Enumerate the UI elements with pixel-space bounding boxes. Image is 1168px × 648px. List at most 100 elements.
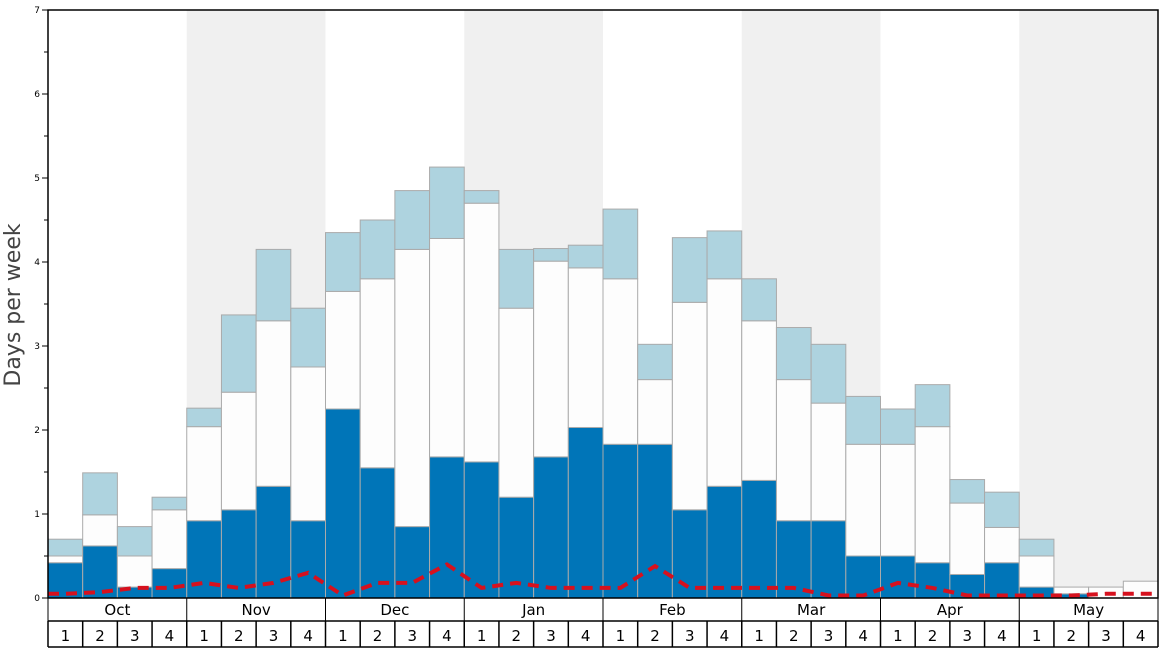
bar-light-blue-16 xyxy=(602,208,639,280)
week-label-nov-3: 3 xyxy=(269,627,279,645)
x-axis-layer: Oct 1 2 3 4 Nov 1 2 3 4 Dec 1 2 3 4 Jan 1 2 3 4 Feb 1 2 3 4 Mar 1 2… xyxy=(47,598,1159,648)
bar-white-27 xyxy=(984,526,1020,564)
week-label-jan-4: 4 xyxy=(581,627,591,645)
y-tick-label-2: 2 xyxy=(34,426,40,436)
week-label-oct-3: 3 xyxy=(130,627,140,645)
week-label-dec-4: 4 xyxy=(442,627,452,645)
week-label-apr-1: 1 xyxy=(893,627,903,645)
y-tick-label-3: 3 xyxy=(34,342,40,352)
bar-dark-blue-25 xyxy=(914,562,951,599)
bar-white-16 xyxy=(602,278,639,445)
bar-dark-blue-12 xyxy=(463,461,500,599)
bar-dark-blue-7 xyxy=(290,520,326,599)
bar-white-3 xyxy=(151,509,188,570)
bar-dark-blue-22 xyxy=(810,520,847,599)
week-label-may-4: 4 xyxy=(1136,627,1146,645)
bar-dark-blue-20 xyxy=(741,479,777,599)
bar-light-blue-13 xyxy=(498,248,535,309)
week-label-dec-2: 2 xyxy=(373,627,383,645)
bar-white-25 xyxy=(914,426,951,564)
week-label-feb-4: 4 xyxy=(720,627,730,645)
bar-white-28 xyxy=(1018,555,1055,588)
bar-light-blue-12 xyxy=(463,190,500,204)
month-label-may: May xyxy=(1073,601,1104,619)
bar-light-blue-7 xyxy=(290,307,326,368)
bar-white-17 xyxy=(637,379,673,445)
week-label-dec-1: 1 xyxy=(338,627,348,645)
week-label-nov-1: 1 xyxy=(199,627,209,645)
average-dashed-line xyxy=(48,562,1158,598)
bars-layer xyxy=(47,166,1159,599)
bar-white-1 xyxy=(82,514,118,547)
week-label-jan-2: 2 xyxy=(512,627,522,645)
bar-dark-blue-19 xyxy=(706,485,743,599)
week-label-nov-4: 4 xyxy=(303,627,313,645)
average-line-layer xyxy=(48,562,1158,598)
week-label-may-3: 3 xyxy=(1101,627,1111,645)
y-tick-label-6: 6 xyxy=(34,90,40,100)
bar-white-5 xyxy=(220,391,257,511)
bar-dark-blue-5 xyxy=(220,509,257,599)
y-tick-label-1: 1 xyxy=(34,510,40,520)
bar-white-21 xyxy=(775,379,812,522)
bar-light-blue-21 xyxy=(775,327,812,381)
bar-white-0 xyxy=(47,555,84,564)
month-label-apr: Apr xyxy=(937,601,964,619)
bar-dark-blue-14 xyxy=(533,456,569,599)
y-axis-label: Days per week xyxy=(1,223,26,386)
bar-white-12 xyxy=(463,202,500,463)
bar-white-9 xyxy=(359,278,396,469)
week-label-jan-3: 3 xyxy=(546,627,556,645)
week-label-dec-3: 3 xyxy=(407,627,417,645)
bar-dark-blue-18 xyxy=(671,509,708,599)
week-label-nov-2: 2 xyxy=(234,627,244,645)
week-label-feb-1: 1 xyxy=(616,627,626,645)
bar-dark-blue-27 xyxy=(984,562,1020,599)
bar-white-15 xyxy=(567,267,604,428)
week-label-apr-2: 2 xyxy=(928,627,938,645)
week-label-oct-2: 2 xyxy=(95,627,105,645)
bar-white-14 xyxy=(533,260,569,458)
bar-light-blue-5 xyxy=(220,314,257,393)
bar-light-blue-0 xyxy=(47,538,84,557)
bar-light-blue-17 xyxy=(637,343,673,381)
bar-white-29 xyxy=(1053,586,1090,595)
week-label-mar-1: 1 xyxy=(754,627,764,645)
bar-light-blue-6 xyxy=(255,248,292,322)
bar-dark-blue-21 xyxy=(775,520,812,599)
bar-light-blue-2 xyxy=(116,526,153,557)
bar-light-blue-25 xyxy=(914,384,951,428)
week-label-apr-4: 4 xyxy=(997,627,1007,645)
bar-white-20 xyxy=(741,320,777,481)
month-label-jan: Jan xyxy=(521,601,545,619)
bar-white-11 xyxy=(429,237,465,458)
month-label-feb: Feb xyxy=(659,601,686,619)
y-tick-label-4: 4 xyxy=(34,258,40,268)
bar-white-7 xyxy=(290,366,326,522)
week-label-oct-1: 1 xyxy=(61,627,71,645)
bar-light-blue-22 xyxy=(810,343,847,404)
week-label-mar-2: 2 xyxy=(789,627,799,645)
bar-light-blue-9 xyxy=(359,219,396,280)
bar-light-blue-27 xyxy=(984,491,1020,528)
bar-light-blue-18 xyxy=(671,237,708,303)
bar-light-blue-11 xyxy=(429,166,465,239)
bar-light-blue-28 xyxy=(1018,538,1055,557)
week-label-mar-4: 4 xyxy=(858,627,868,645)
bar-light-blue-15 xyxy=(567,244,604,269)
y-tick-label-7: 7 xyxy=(34,6,40,16)
week-label-apr-3: 3 xyxy=(962,627,972,645)
bar-dark-blue-3 xyxy=(151,568,188,599)
bar-white-19 xyxy=(706,278,743,487)
bar-white-23 xyxy=(845,443,881,557)
bar-dark-blue-15 xyxy=(567,426,604,599)
bar-white-6 xyxy=(255,320,292,487)
bar-dark-blue-16 xyxy=(602,443,639,599)
bar-light-blue-24 xyxy=(880,408,916,445)
bar-white-8 xyxy=(325,290,361,410)
bar-dark-blue-11 xyxy=(429,456,465,599)
bar-light-blue-3 xyxy=(151,496,188,511)
bar-light-blue-4 xyxy=(186,407,222,428)
bar-white-4 xyxy=(186,426,222,522)
